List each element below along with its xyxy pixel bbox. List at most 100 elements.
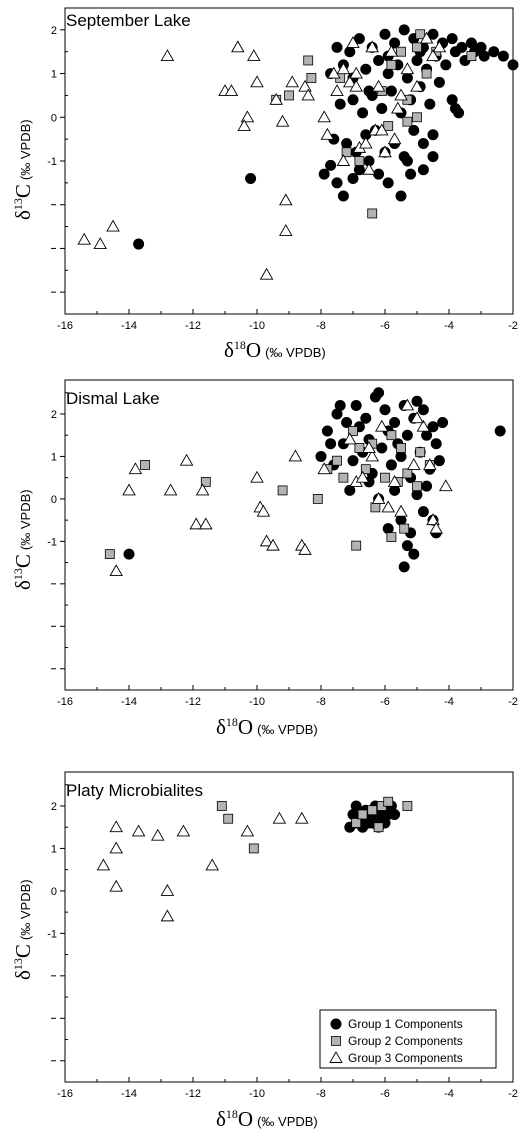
- data-point-g1: [488, 46, 500, 58]
- xlabel-element: O: [238, 1107, 253, 1131]
- x-tick-label: -10: [249, 696, 265, 708]
- x-tick-label: -6: [380, 320, 390, 332]
- x-tick-label: -10: [249, 320, 265, 332]
- data-point-g1: [123, 548, 135, 560]
- data-point-g3: [301, 88, 315, 101]
- data-point-g1: [347, 94, 359, 106]
- data-point-g2: [383, 121, 394, 131]
- data-point-g3: [298, 542, 312, 555]
- data-point-g1: [325, 159, 337, 171]
- data-point-g3: [423, 458, 437, 470]
- data-point-g1: [376, 442, 388, 454]
- data-point-g3: [256, 504, 271, 517]
- data-point-g1: [411, 489, 423, 501]
- x-tick-label: -4: [444, 696, 454, 708]
- data-points: [96, 796, 413, 922]
- data-point-g3: [160, 883, 175, 896]
- data-point-g1: [318, 168, 330, 180]
- data-point-g1: [427, 129, 439, 141]
- data-point-g3: [109, 820, 123, 833]
- data-point-g1: [389, 416, 401, 428]
- data-point-g1: [379, 404, 391, 416]
- data-point-g3: [378, 145, 392, 158]
- data-point-g1: [389, 484, 401, 496]
- data-point-g3: [176, 824, 191, 837]
- data-point-g3: [96, 858, 111, 871]
- data-point-g3: [419, 31, 434, 44]
- data-point-g1: [350, 399, 362, 411]
- data-point-g2: [415, 29, 426, 40]
- ylabel-unit: (‰ VPDB): [18, 489, 33, 550]
- legend-label-g3: Group 3 Components: [348, 1051, 463, 1065]
- data-point-g2: [412, 481, 422, 492]
- ylabel-main: δ: [11, 580, 35, 590]
- legend-label-g2: Group 2 Components: [348, 1034, 463, 1048]
- data-point-g1: [373, 54, 385, 66]
- data-point-g3: [336, 154, 351, 166]
- x-tick-label: -14: [121, 1088, 137, 1100]
- xlabel-main: δ: [216, 715, 226, 739]
- data-point-g1: [334, 98, 346, 110]
- data-point-g3: [285, 75, 299, 88]
- data-point-g1: [350, 800, 362, 812]
- data-point-g1: [382, 177, 394, 189]
- ylabel-delta: δ13C (‰ VPDB): [11, 119, 35, 220]
- data-point-g3: [371, 491, 386, 504]
- data-point-g3: [346, 36, 360, 48]
- data-point-g3: [122, 483, 136, 496]
- data-point-g1: [245, 172, 257, 184]
- data-point-g3: [93, 237, 107, 250]
- data-point-g2: [248, 843, 259, 854]
- y-tick-label: 2: [51, 409, 57, 421]
- data-point-g2: [104, 549, 115, 560]
- data-point-g3: [106, 219, 120, 232]
- x-tick-label: -6: [380, 1088, 390, 1100]
- x-tick-label: -10: [249, 1088, 265, 1100]
- y-tick-label: -1: [47, 928, 57, 940]
- data-point-g1: [321, 425, 333, 437]
- x-tick-label: -16: [57, 696, 73, 708]
- data-point-g3: [288, 449, 303, 462]
- xlabel-main: δ: [216, 1107, 226, 1131]
- data-point-g1: [379, 28, 391, 40]
- data-point-g1: [382, 68, 394, 80]
- data-point-g1: [449, 103, 461, 115]
- data-point-g3: [439, 479, 453, 492]
- data-point-g2: [354, 443, 365, 453]
- data-point-g1: [395, 450, 407, 462]
- data-point-g3: [259, 534, 274, 547]
- data-point-g3: [199, 517, 213, 530]
- y-tick-label: -1: [47, 536, 57, 548]
- panel-september-lake: September Lake -16 -14 -12 -10 -8 -6 -4 -2210-1…: [11, 7, 519, 362]
- x-tick-label: -8: [316, 696, 326, 708]
- data-point-g1: [344, 46, 356, 58]
- panel-platy-microbialites: Platy Microbialites -16 -14 -12 -10 -8 -6 -4 -2…: [11, 771, 518, 1131]
- y-tick-label: 2: [51, 801, 57, 813]
- data-point-g3: [189, 517, 203, 530]
- x-tick-label: -12: [185, 320, 201, 332]
- data-point-g2: [351, 818, 362, 828]
- data-point-g3: [131, 824, 146, 837]
- data-point-g1: [417, 164, 429, 176]
- data-point-g1: [494, 425, 506, 437]
- xlabel-unit: (‰ VPDB): [257, 1114, 318, 1129]
- data-point-g1: [334, 399, 346, 411]
- data-point-g1: [341, 138, 353, 150]
- data-point-g2: [200, 477, 211, 487]
- ylabel-delta: δ13C (‰ VPDB): [11, 879, 35, 980]
- data-point-g1: [360, 412, 372, 424]
- data-point-g3: [365, 449, 379, 462]
- data-point-g2: [341, 147, 352, 158]
- data-point-g1: [401, 155, 413, 167]
- data-point-g1: [133, 238, 145, 250]
- data-point-g1: [497, 50, 509, 62]
- data-point-g2: [367, 805, 378, 816]
- xlabel-sup: 18: [226, 715, 238, 729]
- data-point-g2: [383, 796, 394, 807]
- data-point-g2: [412, 112, 422, 123]
- axes: -16 -14 -12 -10 -8 -6 -4 -2 2 1 0 -1: [47, 379, 518, 708]
- data-point-g3: [151, 828, 165, 841]
- data-point-g1: [408, 548, 420, 560]
- data-point-g1: [347, 455, 359, 467]
- data-point-g3: [394, 88, 408, 101]
